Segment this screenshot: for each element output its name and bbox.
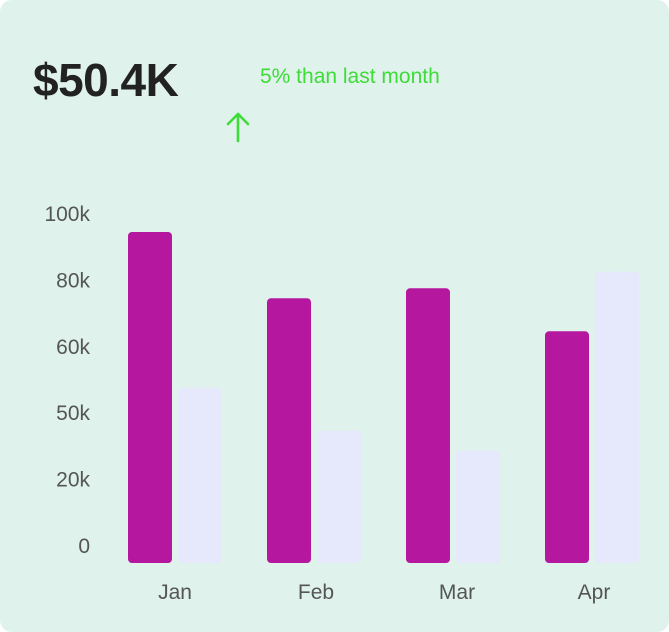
- x-category-label: Jan: [158, 581, 192, 604]
- bar-feb-series-1: [267, 298, 311, 563]
- y-tick-label: 0: [78, 535, 90, 558]
- bar-jan-series-2: [178, 387, 222, 563]
- y-tick-label: 50k: [56, 402, 90, 425]
- x-category-label: Apr: [578, 581, 611, 604]
- y-tick-label: 80k: [56, 269, 90, 292]
- bar-apr-series-1: [545, 331, 589, 563]
- bar-apr-series-2: [595, 271, 639, 563]
- bar-feb-series-2: [317, 430, 361, 563]
- headline-value: $50.4K: [33, 54, 179, 106]
- x-category-label: Mar: [439, 581, 475, 604]
- y-tick-label: 100k: [44, 203, 90, 226]
- trend-text: 5% than last month: [260, 65, 440, 88]
- x-category-label: Feb: [298, 581, 334, 604]
- bar-mar-series-1: [406, 288, 450, 563]
- bar-jan-series-1: [128, 232, 172, 563]
- y-tick-label: 60k: [56, 336, 90, 359]
- y-tick-label: 20k: [56, 469, 90, 492]
- bar-mar-series-2: [456, 450, 500, 563]
- arrow-up-icon: [226, 112, 250, 143]
